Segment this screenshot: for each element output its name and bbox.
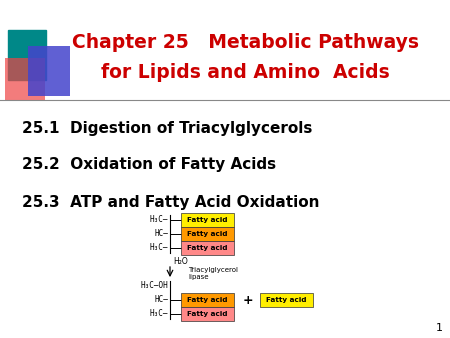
Text: 25.2  Oxidation of Fatty Acids: 25.2 Oxidation of Fatty Acids	[22, 158, 276, 172]
FancyBboxPatch shape	[180, 213, 234, 227]
Bar	[8, 30, 46, 80]
FancyBboxPatch shape	[260, 293, 312, 307]
Text: Fatty acid: Fatty acid	[266, 297, 306, 303]
Text: Fatty acid: Fatty acid	[187, 297, 227, 303]
Text: 25.3  ATP and Fatty Acid Oxidation: 25.3 ATP and Fatty Acid Oxidation	[22, 194, 320, 210]
Text: for Lipids and Amino  Acids: for Lipids and Amino Acids	[101, 64, 389, 82]
FancyBboxPatch shape	[180, 293, 234, 307]
Text: +: +	[243, 293, 253, 307]
Text: Fatty acid: Fatty acid	[187, 231, 227, 237]
Bar	[5, 58, 45, 100]
FancyBboxPatch shape	[180, 241, 234, 255]
FancyBboxPatch shape	[180, 227, 234, 241]
Text: Fatty acid: Fatty acid	[187, 311, 227, 317]
Text: H₂O: H₂O	[173, 257, 188, 266]
Text: 1: 1	[436, 323, 443, 333]
FancyBboxPatch shape	[180, 307, 234, 321]
Text: H₃C–: H₃C–	[149, 216, 168, 224]
Text: Triacylglycerol
lipase: Triacylglycerol lipase	[188, 267, 238, 281]
Text: Fatty acid: Fatty acid	[187, 245, 227, 251]
Text: HC–: HC–	[154, 230, 168, 239]
Text: H₃C–OH: H₃C–OH	[140, 282, 168, 290]
Text: 25.1  Digestion of Triacylglycerols: 25.1 Digestion of Triacylglycerols	[22, 121, 312, 136]
Bar	[28, 46, 70, 96]
Text: HC–: HC–	[154, 295, 168, 305]
Text: Fatty acid: Fatty acid	[187, 217, 227, 223]
Text: H₃C–: H₃C–	[149, 310, 168, 318]
Text: H₃C–: H₃C–	[149, 243, 168, 252]
Text: Chapter 25   Metabolic Pathways: Chapter 25 Metabolic Pathways	[72, 33, 418, 52]
